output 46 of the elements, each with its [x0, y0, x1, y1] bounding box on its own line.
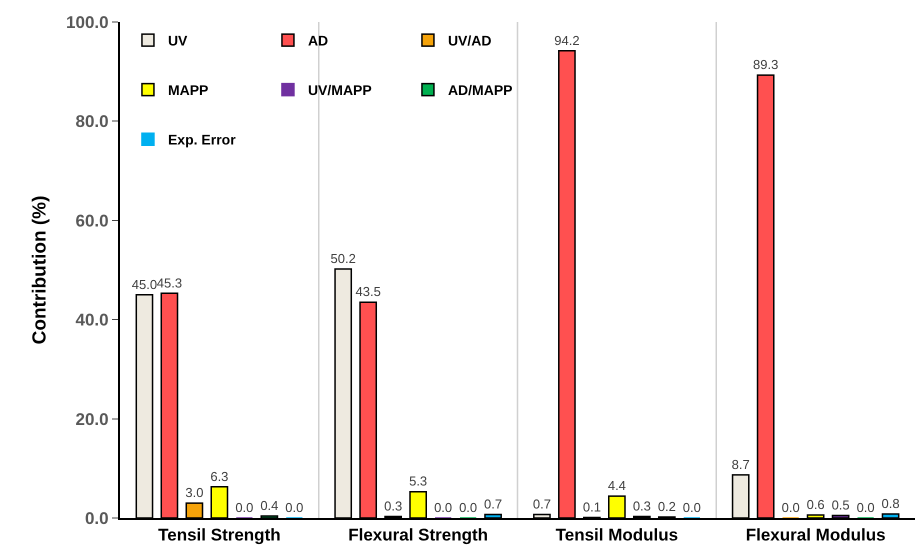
data-label: 4.4: [608, 478, 626, 494]
x-tick-label: Tensil Modulus: [556, 525, 678, 544]
data-label: 0.5: [832, 498, 850, 513]
y-tick-label: 0.0: [84, 508, 109, 528]
data-label: 0.7: [532, 496, 551, 512]
data-label: 94.2: [554, 32, 580, 48]
data-label: 0.0: [285, 500, 304, 515]
legend-label: UV: [168, 32, 188, 49]
data-label: 0.0: [459, 500, 478, 515]
data-label: 0.4: [260, 498, 278, 514]
legend-label: UV/AD: [448, 32, 492, 49]
x-tick-label: Tensil Strength: [158, 525, 281, 544]
data-label: 0.3: [384, 498, 402, 514]
y-tick-label: 80.0: [76, 112, 109, 132]
y-axis-title: Contribution (%): [29, 196, 50, 344]
legend-label: AD/MAPP: [448, 82, 513, 98]
data-label: 0.8: [882, 496, 900, 512]
data-label: 0.0: [434, 500, 452, 515]
data-label: 0.3: [632, 498, 651, 514]
data-label: 45.3: [156, 275, 182, 290]
data-label: 89.3: [752, 57, 778, 72]
x-tick-label: Flexural Modulus: [746, 525, 886, 544]
data-label: 0.7: [484, 496, 502, 512]
data-label: 0.0: [782, 500, 800, 515]
data-label: 3.0: [185, 485, 204, 500]
data-label: 0.1: [582, 500, 601, 514]
legend-label: MAPP: [168, 82, 208, 98]
legend-label: UV/MAPP: [308, 82, 372, 98]
data-label: 45.0: [132, 276, 158, 292]
data-label: 43.5: [355, 284, 381, 300]
data-label: 0.2: [658, 499, 676, 514]
legend-label: AD: [308, 32, 328, 49]
data-label: 0.0: [856, 500, 875, 515]
y-tick-label: 60.0: [76, 211, 109, 230]
data-label: 8.7: [732, 456, 750, 472]
data-label: 0.0: [235, 500, 254, 515]
data-label: 0.0: [682, 500, 701, 515]
y-tick-label: 100.0: [66, 12, 109, 32]
x-tick-label: Flexural Strength: [348, 525, 488, 544]
data-label: 50.2: [330, 251, 356, 266]
y-tick-label: 40.0: [76, 310, 109, 330]
data-label: 0.6: [806, 497, 825, 512]
data-label: 5.3: [409, 474, 428, 489]
y-tick-label: 20.0: [76, 410, 109, 429]
data-label: 6.3: [210, 468, 228, 484]
legend-label: Exp. Error: [168, 132, 236, 148]
